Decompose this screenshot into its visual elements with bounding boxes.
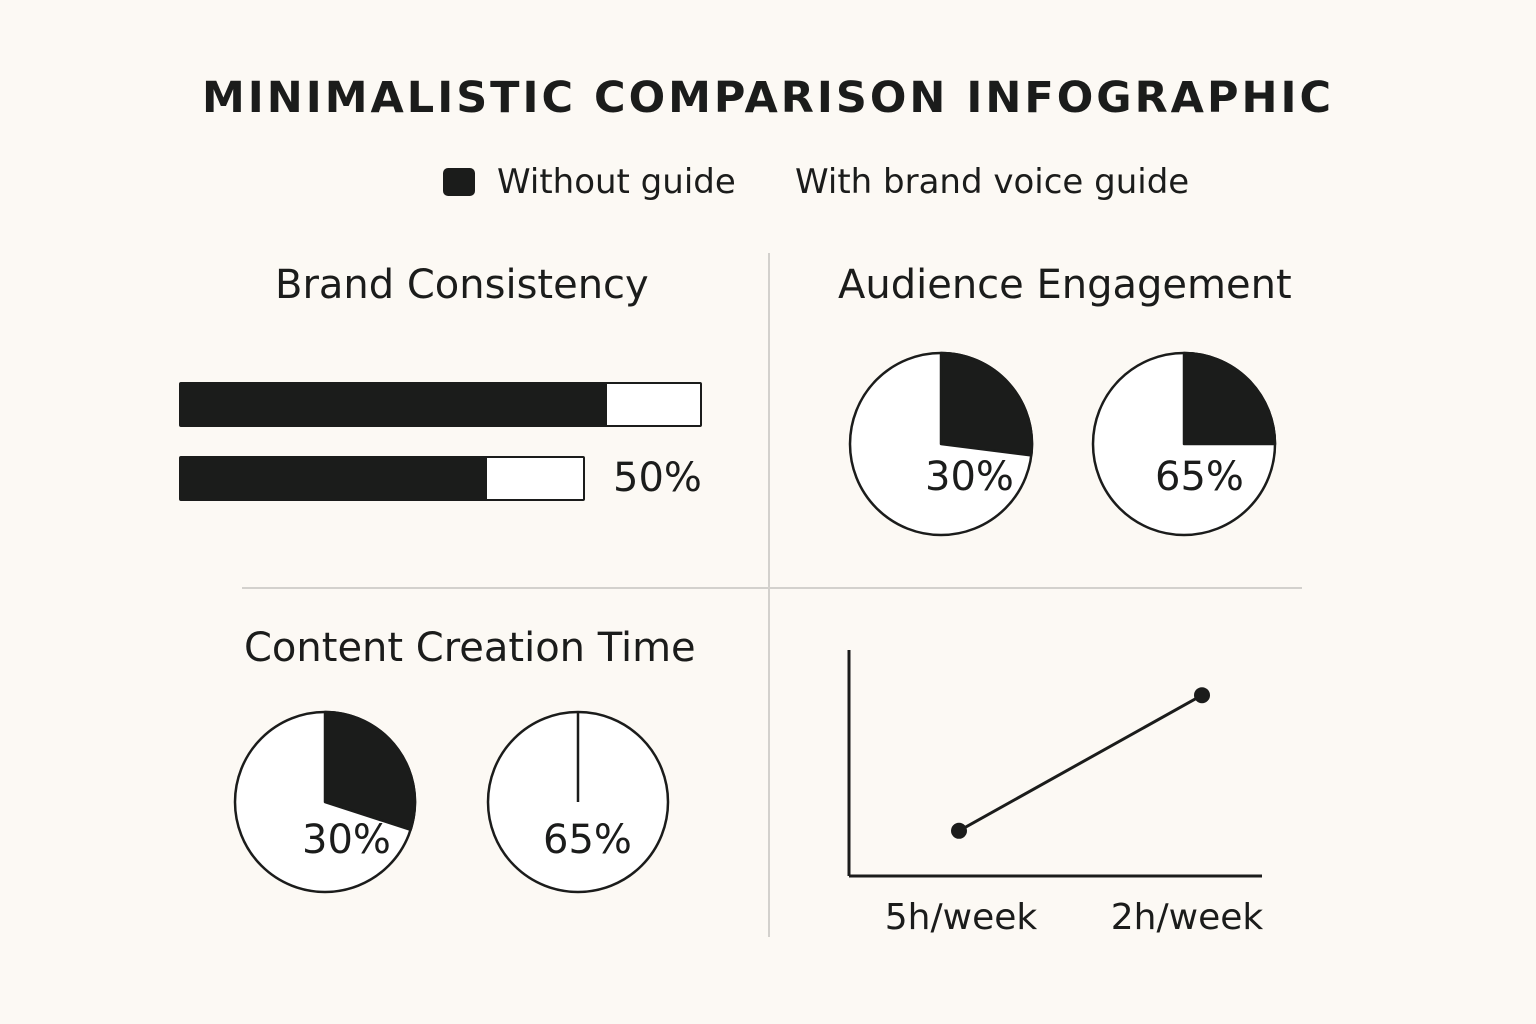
panel-title-content-creation-time: Content Creation Time <box>244 625 696 671</box>
pie-label-time-without: 30% <box>302 817 391 863</box>
horizontal-divider <box>242 587 1302 589</box>
bar-track-without <box>179 382 702 427</box>
x-tick-label-0: 5h/week <box>884 897 1038 938</box>
pie-chart-time-without <box>233 710 417 894</box>
panel-title-audience-engagement: Audience Engagement <box>838 262 1292 308</box>
bar-track-with <box>179 456 585 501</box>
pie-slice-filled <box>939 351 1034 457</box>
infographic-title: MINIMALISTIC COMPARISON INFOGRAPHIC <box>201 73 1335 123</box>
bar-without <box>181 384 607 425</box>
series-line <box>958 693 1203 833</box>
pie-label-time-with: 65% <box>543 817 632 863</box>
legend-swatch-without <box>443 168 475 196</box>
x-tick-label-1: 2h/week <box>1110 897 1264 938</box>
bar-with <box>181 458 487 499</box>
pie-chart-time-with <box>486 710 670 894</box>
pie-slice-filled <box>1182 351 1277 446</box>
data-point-0 <box>951 822 967 839</box>
vertical-divider <box>768 253 770 937</box>
pie-label-engagement-with: 65% <box>1155 454 1244 500</box>
line-chart <box>847 650 1262 878</box>
legend-label-with: With brand voice guide <box>795 162 1190 202</box>
data-point-1 <box>1194 687 1210 704</box>
legend-label-without: Without guide <box>497 162 736 202</box>
bar-value-label: 50% <box>613 455 702 501</box>
pie-slice-filled <box>323 710 417 832</box>
pie-label-engagement-without: 30% <box>925 454 1014 500</box>
panel-title-brand-consistency: Brand Consistency <box>275 262 649 308</box>
pie-chart-engagement-without <box>848 351 1034 537</box>
pie-chart-engagement-with <box>1091 351 1277 537</box>
legend: Without guide With brand voice guide <box>0 160 1536 204</box>
